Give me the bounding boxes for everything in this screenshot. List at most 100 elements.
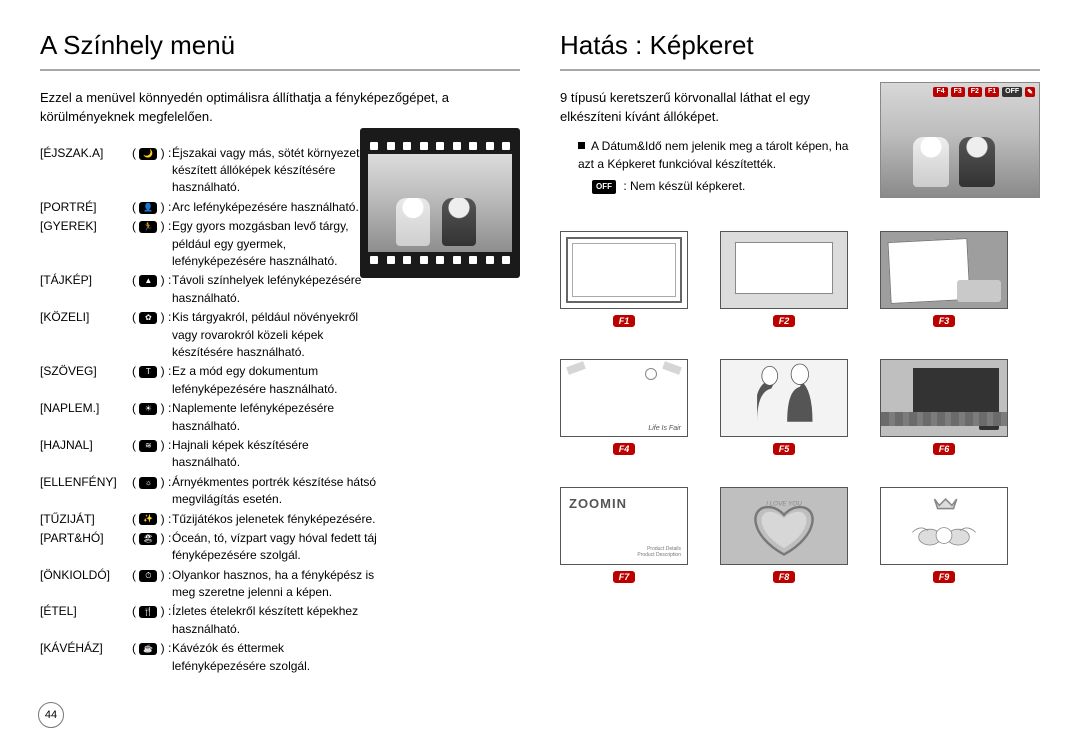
- zoomin-text: ZOOMIN: [569, 496, 627, 511]
- scene-label: [GYEREK]: [40, 218, 132, 270]
- scene-row: [TŰZIJÁT]( ) :Tűzijátékos jelenetek fény…: [40, 511, 380, 528]
- scene-label: [KÁVÉHÁZ]: [40, 640, 132, 675]
- scene-label: [PART&HÓ]: [40, 530, 132, 565]
- scene-label: [ÉTEL]: [40, 603, 132, 638]
- lcd-badge: F1: [985, 87, 999, 97]
- lcd-preview: F4F3F2F1OFF✎: [880, 82, 1040, 198]
- scene-row: [ÖNKIOLDÓ]( ) :Olyankor hasznos, ha a fé…: [40, 567, 380, 602]
- frame-label: F9: [933, 571, 956, 583]
- scene-row: [TÁJKÉP]( ) :Távoli színhelyek lefénykép…: [40, 272, 380, 307]
- scene-desc: Arc lefényképezésére használható.: [172, 199, 380, 216]
- scene-label: [SZÖVEG]: [40, 363, 132, 398]
- frame-thumb-f5: [720, 359, 848, 437]
- scene-icon: ( ) :: [132, 363, 172, 398]
- scene-row: [GYEREK]( ) :Egy gyors mozgásban levő tá…: [40, 218, 380, 270]
- frame-label: F6: [933, 443, 956, 455]
- frame-cell: F9: [880, 487, 1008, 583]
- scene-icon: ( ) :: [132, 511, 172, 528]
- frame-label: F2: [773, 315, 796, 327]
- page-number: 44: [38, 702, 64, 728]
- scene-icon: ( ) :: [132, 272, 172, 307]
- notes: A Dátum&Idő nem jelenik meg a tárolt kép…: [578, 137, 860, 195]
- note-2: Nem készül képkeret.: [630, 179, 745, 193]
- scene-label: [KÖZELI]: [40, 309, 132, 361]
- scene-desc: Kávézók és éttermek lefényképezésére szo…: [172, 640, 380, 675]
- frame-cell: F1: [560, 231, 688, 327]
- scene-row: [ELLENFÉNY]( ) :Árnyékmentes portrék kés…: [40, 474, 380, 509]
- off-badge: OFF: [592, 180, 616, 194]
- scene-icon: ( ) :: [132, 640, 172, 675]
- scene-label: [TŰZIJÁT]: [40, 511, 132, 528]
- frame-label: F5: [773, 443, 796, 455]
- frame-thumb-f8: I LOVE YOU: [720, 487, 848, 565]
- frame-cell: F6: [880, 359, 1008, 455]
- scene-label: [ELLENFÉNY]: [40, 474, 132, 509]
- scene-row: [KÁVÉHÁZ]( ) :Kávézók és éttermek lefény…: [40, 640, 380, 675]
- scene-icon: ( ) :: [132, 309, 172, 361]
- film-image: [368, 154, 512, 252]
- lcd-badge: OFF: [1002, 87, 1022, 97]
- scene-icon: ( ) :: [132, 145, 172, 197]
- film-preview: [360, 128, 520, 278]
- right-title: Hatás : Képkeret: [560, 30, 1040, 61]
- scene-row: [ÉJSZAK.A]( ) :Éjszakai vagy más, sötét …: [40, 145, 380, 197]
- frame-label: F1: [613, 315, 636, 327]
- scene-label: [PORTRÉ]: [40, 199, 132, 216]
- scene-icon: ( ) :: [132, 199, 172, 216]
- scene-row: [SZÖVEG]( ) :Ez a mód egy dokumentum lef…: [40, 363, 380, 398]
- frame-thumb-f3: [880, 231, 1008, 309]
- scene-label: [ÉJSZAK.A]: [40, 145, 132, 197]
- frame-thumb-f7: ZOOMINProduct DetailsProduct Description: [560, 487, 688, 565]
- scene-row: [KÖZELI]( ) :Kis tárgyakról, például növ…: [40, 309, 380, 361]
- frame-cell: F5: [720, 359, 848, 455]
- frame-thumb-f4: [560, 359, 688, 437]
- scene-label: [ÖNKIOLDÓ]: [40, 567, 132, 602]
- right-intro: 9 típusú keretszerű körvonallal láthat e…: [560, 89, 860, 127]
- scene-icon: ( ) :: [132, 603, 172, 638]
- scene-desc: Óceán, tó, vízpart vagy hóval fedett táj…: [172, 530, 380, 565]
- scene-row: [PORTRÉ]( ) :Arc lefényképezésére haszná…: [40, 199, 380, 216]
- scene-icon: ( ) :: [132, 437, 172, 472]
- frame-cell: F2: [720, 231, 848, 327]
- left-title: A Színhely menü: [40, 30, 520, 61]
- scene-row: [NAPLEM.]( ) :Naplemente lefényképezésér…: [40, 400, 380, 435]
- scene-mode-list: [ÉJSZAK.A]( ) :Éjszakai vagy más, sötét …: [40, 145, 380, 675]
- frame-thumb-f1: [560, 231, 688, 309]
- frames-grid: F1 F2 F3 F4 F5 F6 ZOOMINProduct DetailsProduct…: [560, 231, 1040, 583]
- frame-cell: ZOOMINProduct DetailsProduct Description…: [560, 487, 688, 583]
- scene-desc: Hajnali képek készítésére használható.: [172, 437, 380, 472]
- left-rule: [40, 69, 520, 71]
- scene-desc: Ez a mód egy dokumentum lefényképezésére…: [172, 363, 380, 398]
- scene-desc: Olyankor hasznos, ha a fényképész is meg…: [172, 567, 380, 602]
- frame-label: F8: [773, 571, 796, 583]
- left-column: A Színhely menü Ezzel a menüvel könnyedé…: [40, 30, 520, 726]
- scene-row: [HAJNAL]( ) :Hajnali képek készítésére h…: [40, 437, 380, 472]
- frame-label: F7: [613, 571, 636, 583]
- note-1: A Dátum&Idő nem jelenik meg a tárolt kép…: [578, 139, 848, 171]
- frame-cell: F4: [560, 359, 688, 455]
- svg-text:I LOVE YOU: I LOVE YOU: [766, 500, 802, 507]
- scene-label: [TÁJKÉP]: [40, 272, 132, 307]
- frame-label: F4: [613, 443, 636, 455]
- scene-desc: Naplemente lefényképezésére használható.: [172, 400, 380, 435]
- left-intro: Ezzel a menüvel könnyedén optimálisra ál…: [40, 89, 520, 127]
- scene-desc: Távoli színhelyek lefényképezésére haszn…: [172, 272, 380, 307]
- frame-label: F3: [933, 315, 956, 327]
- scene-icon: ( ) :: [132, 218, 172, 270]
- scene-desc: Árnyékmentes portrék készítése hátsó meg…: [172, 474, 380, 509]
- lcd-badge: F3: [951, 87, 965, 97]
- scene-row: [PART&HÓ]( ) :Óceán, tó, vízpart vagy hó…: [40, 530, 380, 565]
- scene-desc: Ízletes ételekről készített képekhez has…: [172, 603, 380, 638]
- lcd-badge: F2: [968, 87, 982, 97]
- frame-cell: F3: [880, 231, 1008, 327]
- scene-icon: ( ) :: [132, 400, 172, 435]
- scene-row: [ÉTEL]( ) :Ízletes ételekről készített k…: [40, 603, 380, 638]
- scene-label: [HAJNAL]: [40, 437, 132, 472]
- right-column: Hatás : Képkeret 9 típusú keretszerű kör…: [560, 30, 1040, 726]
- frame-thumb-f6: [880, 359, 1008, 437]
- frame-thumb-f9: [880, 487, 1008, 565]
- right-rule: [560, 69, 1040, 71]
- lcd-tool-icon: ✎: [1025, 87, 1035, 97]
- scene-desc: Kis tárgyakról, például növényekről vagy…: [172, 309, 380, 361]
- scene-desc: Tűzijátékos jelenetek fényképezésére.: [172, 511, 380, 528]
